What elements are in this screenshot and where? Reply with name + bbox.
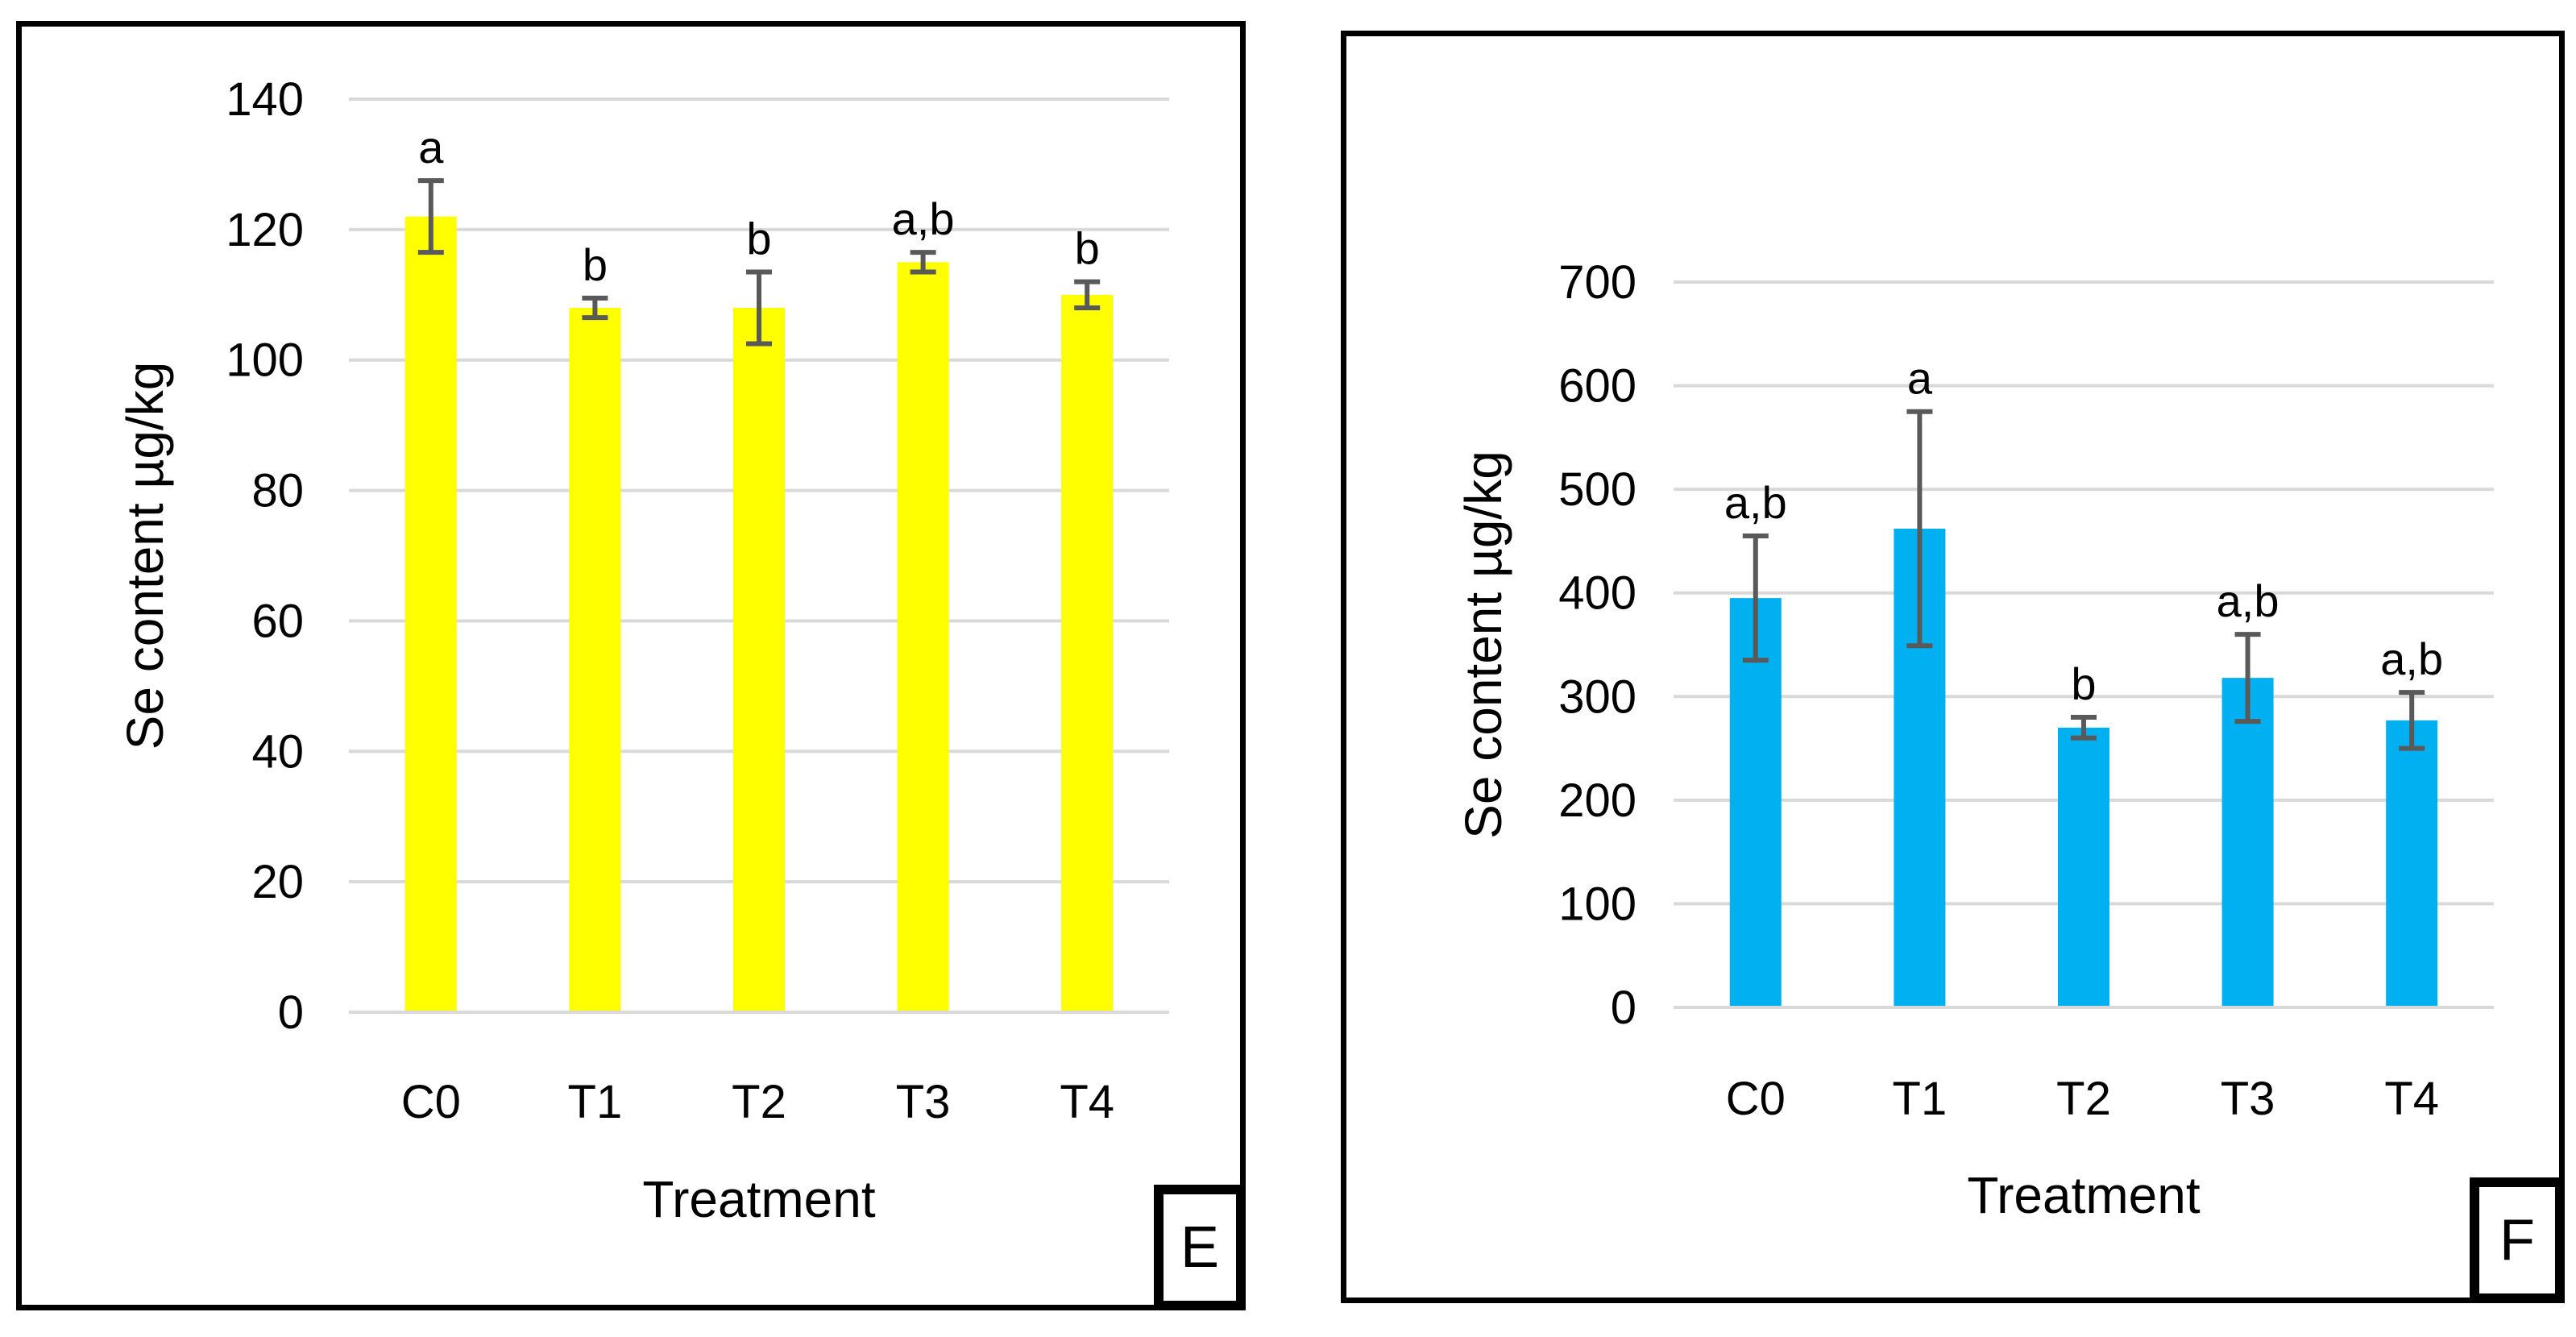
significance-label: a xyxy=(418,122,444,172)
x-axis-title: Treatment xyxy=(1967,1166,2201,1224)
x-tick-label: T4 xyxy=(1060,1076,1114,1128)
x-tick-label: T3 xyxy=(896,1076,951,1128)
significance-label: a,b xyxy=(2380,633,2443,684)
x-tick-label: T4 xyxy=(2384,1073,2439,1125)
y-tick-label: 700 xyxy=(1558,256,1636,309)
bar xyxy=(1729,598,1782,1007)
significance-label: a xyxy=(1907,353,1933,404)
x-axis-title: Treatment xyxy=(642,1170,876,1228)
y-tick-label: 0 xyxy=(278,986,304,1039)
y-tick-label: 120 xyxy=(226,204,304,256)
y-tick-label: 0 xyxy=(1611,982,1636,1034)
bar xyxy=(1061,294,1114,1012)
x-tick-label: T1 xyxy=(1893,1073,1948,1125)
significance-label: b xyxy=(746,213,771,264)
significance-label: b xyxy=(2071,658,2096,709)
y-tick-label: 500 xyxy=(1558,463,1636,516)
x-tick-label: T3 xyxy=(2221,1073,2275,1125)
y-tick-label: 600 xyxy=(1558,360,1636,413)
y-tick-label: 80 xyxy=(251,465,304,517)
y-tick-label: 300 xyxy=(1558,671,1636,723)
bar xyxy=(733,307,785,1012)
y-tick-label: 100 xyxy=(1558,878,1636,930)
bar xyxy=(2221,678,2274,1007)
y-tick-label: 200 xyxy=(1558,774,1636,827)
bar xyxy=(2058,727,2109,1007)
bar xyxy=(404,216,457,1012)
x-tick-label: C0 xyxy=(401,1076,461,1128)
x-tick-label: T2 xyxy=(732,1076,786,1128)
bar xyxy=(569,307,621,1012)
significance-label: a,b xyxy=(2217,575,2279,626)
significance-label: a,b xyxy=(892,193,955,244)
bar xyxy=(897,262,949,1013)
significance-label: b xyxy=(583,239,608,290)
y-tick-label: 140 xyxy=(226,73,304,126)
y-tick-label: 60 xyxy=(251,595,304,647)
significance-label: a,b xyxy=(1724,477,1787,528)
x-tick-label: T2 xyxy=(2056,1073,2111,1125)
y-tick-label: 20 xyxy=(251,856,304,908)
chart-panel-f: 0 100 200 300 400 500 600 700 a,b C0 a T1 b T2 a,b T3 a,… xyxy=(1341,31,2565,1303)
significance-label: b xyxy=(1075,223,1100,274)
x-tick-label: T1 xyxy=(568,1076,623,1128)
x-tick-label: C0 xyxy=(1726,1073,1786,1125)
y-tick-label: 40 xyxy=(251,725,304,778)
y-axis-title: Se content µg/kg xyxy=(1454,451,1512,839)
y-tick-label: 100 xyxy=(226,334,304,387)
bar xyxy=(2386,720,2438,1007)
y-axis-title: Se content µg/kg xyxy=(116,362,174,750)
chart-panel-e: 0 20 40 60 80 100 120 140 a C0 b T1 b T2 a,b T3 b T4 Treat… xyxy=(16,21,1246,1310)
bar-chart-f: 0 100 200 300 400 500 600 700 a,b C0 a T1 b T2 a,b T3 a,… xyxy=(1454,256,2494,1224)
panel-label-e: E xyxy=(1154,1185,1246,1310)
panel-label-f: F xyxy=(2470,1177,2565,1303)
y-tick-label: 400 xyxy=(1558,567,1636,620)
bar-chart-e: 0 20 40 60 80 100 120 140 a C0 b T1 b T2 a,b T3 b T4 Treat… xyxy=(116,73,1169,1228)
